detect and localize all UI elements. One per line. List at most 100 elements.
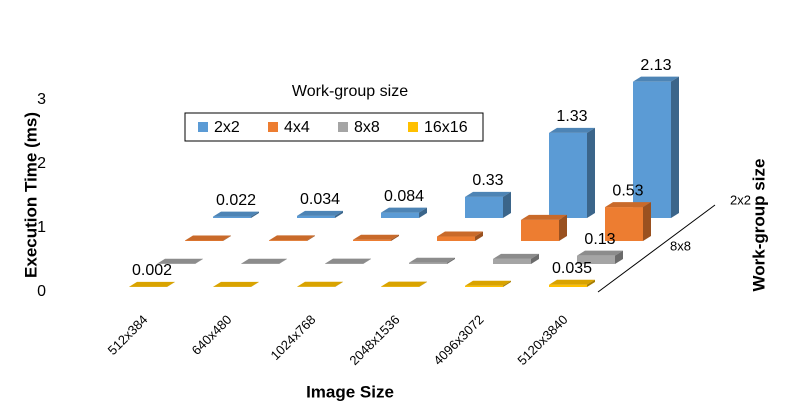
bar-top bbox=[549, 279, 595, 285]
bar-front bbox=[465, 285, 503, 287]
bar-side bbox=[251, 281, 259, 287]
bar-front bbox=[185, 240, 223, 241]
bar-top bbox=[521, 214, 567, 220]
bar-front bbox=[549, 284, 587, 287]
bar-top bbox=[493, 253, 539, 259]
bar-top bbox=[577, 250, 623, 256]
legend-box bbox=[184, 112, 484, 142]
bar bbox=[297, 210, 343, 218]
bar-side bbox=[167, 281, 175, 287]
bar-top bbox=[157, 258, 203, 264]
bar-top bbox=[633, 76, 679, 82]
bar-front bbox=[549, 132, 587, 218]
z-axis-title: Work-group size bbox=[749, 159, 768, 292]
bar-top bbox=[465, 191, 511, 197]
bar-top bbox=[297, 281, 343, 287]
data-label: 0.034 bbox=[300, 191, 340, 208]
x-tick-label: 5120x3840 bbox=[514, 312, 570, 368]
x-tick-label: 1024x768 bbox=[268, 312, 319, 363]
bar-side bbox=[559, 214, 567, 241]
bar bbox=[129, 281, 175, 287]
bar-side bbox=[615, 250, 623, 264]
legend-swatch bbox=[198, 122, 208, 132]
bar bbox=[297, 281, 343, 287]
bar-top bbox=[129, 281, 175, 287]
bar-front bbox=[297, 215, 335, 218]
bar-side bbox=[335, 210, 343, 218]
bar bbox=[493, 253, 539, 264]
bar bbox=[465, 280, 511, 287]
bar bbox=[241, 258, 287, 264]
bar-side bbox=[447, 257, 455, 264]
bar-side bbox=[587, 127, 595, 218]
bar-front bbox=[493, 258, 531, 264]
bar-top bbox=[185, 235, 231, 241]
legend-label: 16x16 bbox=[424, 119, 468, 136]
y-tick-label: 2 bbox=[37, 155, 46, 172]
bar-side bbox=[391, 234, 399, 241]
bar-side bbox=[503, 191, 511, 218]
legend-label: 4x4 bbox=[284, 119, 310, 136]
bar-side bbox=[195, 258, 203, 264]
bar-front bbox=[633, 81, 671, 219]
z-tick-label: 8x8 bbox=[670, 238, 691, 253]
bar-side bbox=[503, 280, 511, 287]
data-label: 0.035 bbox=[552, 260, 592, 277]
bar-front bbox=[353, 239, 391, 241]
legend-label: 2x2 bbox=[214, 119, 240, 136]
data-label: 0.13 bbox=[584, 231, 615, 248]
data-label: 0.33 bbox=[472, 172, 503, 189]
y-tick-label: 1 bbox=[37, 219, 46, 236]
y-tick-label: 3 bbox=[37, 91, 46, 108]
bar-top bbox=[549, 127, 595, 133]
bar bbox=[633, 76, 679, 219]
bar-top bbox=[297, 210, 343, 216]
z-tick-label: 2x2 bbox=[730, 192, 751, 207]
bar bbox=[521, 214, 567, 241]
bar bbox=[549, 279, 595, 287]
legend-label: 8x8 bbox=[354, 119, 380, 136]
legend-swatch bbox=[268, 122, 278, 132]
bar-side bbox=[643, 202, 651, 241]
bar bbox=[605, 202, 651, 241]
data-label: 1.33 bbox=[556, 108, 587, 125]
bar-side bbox=[671, 76, 679, 219]
bar-top bbox=[605, 202, 651, 208]
depth-axis bbox=[597, 204, 716, 293]
bar-front bbox=[577, 255, 615, 264]
bar-side bbox=[251, 211, 259, 218]
bar bbox=[409, 257, 455, 264]
data-label: 0.002 bbox=[132, 262, 172, 279]
bar bbox=[213, 281, 259, 287]
bar-front bbox=[213, 216, 251, 218]
bar-top bbox=[465, 280, 511, 286]
bar bbox=[465, 191, 511, 218]
x-tick-label: 4096x3072 bbox=[430, 312, 486, 368]
bar bbox=[185, 235, 231, 241]
bar-front bbox=[269, 240, 307, 241]
data-label: 0.084 bbox=[384, 188, 424, 205]
bar-top bbox=[269, 235, 315, 241]
data-label: 2.13 bbox=[640, 57, 671, 74]
bar bbox=[325, 258, 371, 264]
bar-top bbox=[325, 258, 371, 264]
y-axis-title: Execution Time (ms) bbox=[21, 112, 40, 278]
bar-top bbox=[381, 207, 427, 213]
bar bbox=[549, 127, 595, 218]
bar bbox=[577, 250, 623, 264]
bar-side bbox=[531, 253, 539, 264]
x-tick-label: 640x480 bbox=[189, 312, 235, 358]
x-axis-title: Image Size bbox=[306, 382, 394, 401]
bar bbox=[269, 235, 315, 241]
bar-top bbox=[213, 211, 259, 217]
data-label: 0.53 bbox=[612, 182, 643, 199]
bar-top bbox=[409, 257, 455, 263]
bar bbox=[157, 258, 203, 264]
bar-top bbox=[437, 231, 483, 237]
bar-side bbox=[419, 281, 427, 287]
bar-side bbox=[279, 258, 287, 264]
legend-swatch bbox=[338, 122, 348, 132]
legend-title: Work-group size bbox=[292, 83, 408, 100]
bar-front bbox=[381, 212, 419, 218]
